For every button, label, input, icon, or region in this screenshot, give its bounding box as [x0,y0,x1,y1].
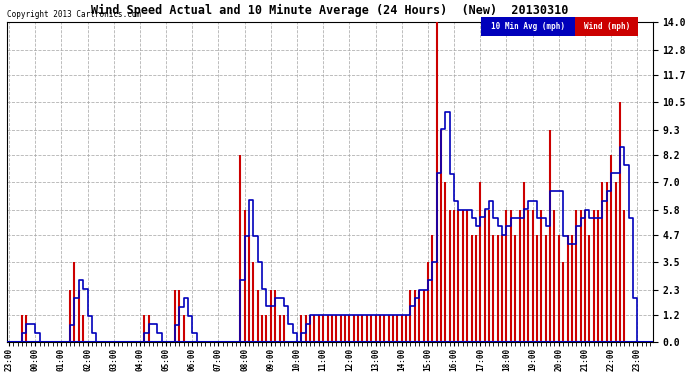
Text: Copyright 2013 Cartronics.com: Copyright 2013 Cartronics.com [7,10,141,19]
Title: Wind Speed Actual and 10 Minute Average (24 Hours)  (New)  20130310: Wind Speed Actual and 10 Minute Average … [91,4,569,17]
